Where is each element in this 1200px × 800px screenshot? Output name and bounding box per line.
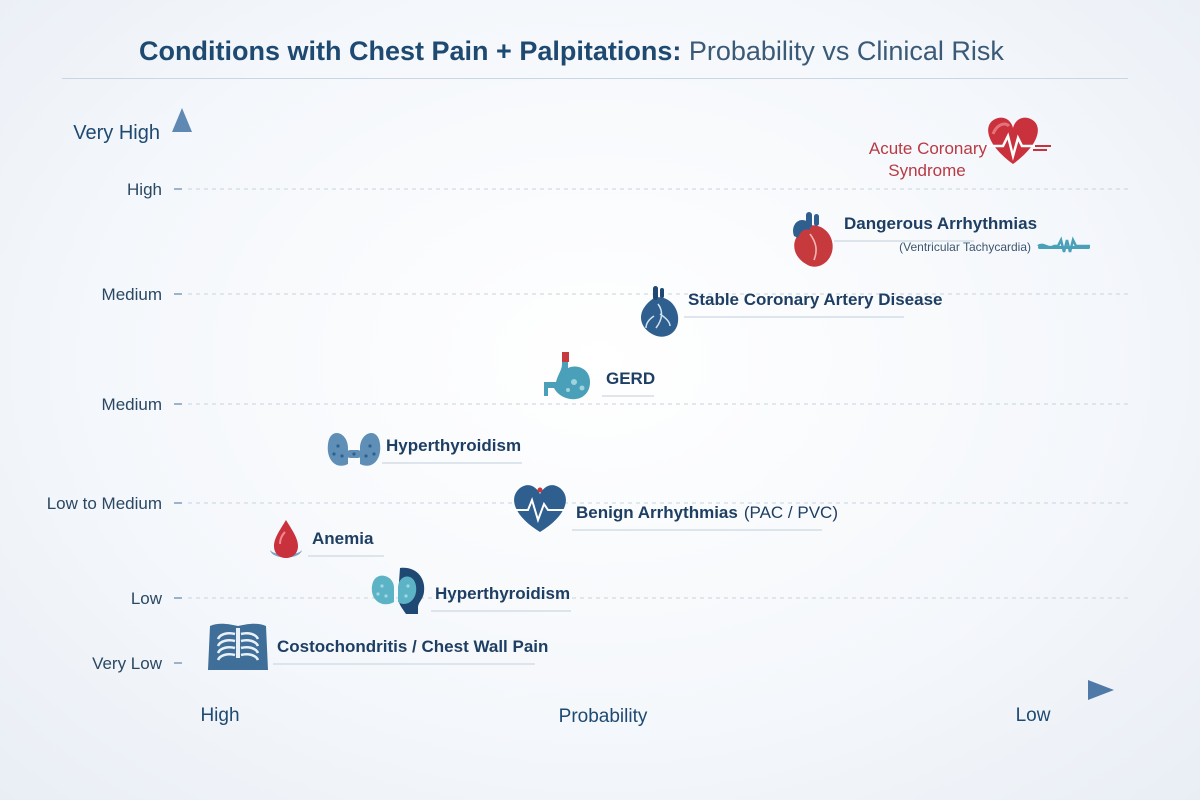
thyroid-texture [376,592,380,596]
esophagus [562,352,569,362]
rib [216,631,236,640]
point-label: Hyperthyroidism [386,436,521,455]
y-axis-arrow-icon [172,108,192,132]
point-label: GERD [606,369,655,388]
y-tick-label: Medium [102,285,162,304]
y-tick-label: Medium [102,395,162,414]
pulse-line [981,132,1045,161]
heart-body [641,297,679,337]
rib [240,631,260,640]
heart-vessel [809,233,817,261]
rib [216,638,236,647]
heart-shape [988,117,1038,164]
data-points: Acute Coronary Syndrome Dangerous Arrhythm… [208,117,1090,670]
thyroid-texture [368,444,372,448]
y-tick-label: Low [131,589,163,608]
y-tick-labels: High Medium Medium Low to Medium Low Very Low… [47,122,163,673]
thyroid-left-lobe [327,432,348,466]
heart-artery [660,288,664,298]
title-divider [62,78,1128,79]
y-tick-label: High [127,180,162,199]
axes: High Low Probability [158,108,1114,727]
stomach-dot [579,385,585,391]
heart-aorta [806,212,812,228]
thyroid-texture [372,452,376,456]
coronary-vessels [645,303,671,329]
blood-drop-icon [270,520,302,558]
thyroid-texture [380,584,384,588]
heart-shine [991,122,1011,135]
heart-node [537,487,543,493]
heart-atrium [793,219,810,238]
point-label-line2: Syndrome [888,161,965,180]
x-axis-arrow-icon [1088,680,1114,700]
point-label: Acute Coronary [869,139,988,158]
point-label: Benign Arrhythmias (PAC / PVC) [576,503,838,522]
sternum [236,628,240,658]
point-sublabel: (Ventricular Tachycardia) [899,240,1031,254]
heart-ecg-icon [510,485,570,532]
heart-body [514,485,566,532]
gridlines [188,188,1130,599]
point-label: Anemia [312,529,374,548]
rib [216,645,236,654]
anatomical-heart-icon [793,212,833,267]
rib [216,652,236,661]
thyroid-texture [364,454,368,458]
stomach-dot [571,379,577,385]
thyroid-texture [332,452,336,456]
heart-vessels-icon [641,286,679,337]
thyroid-texture [404,594,408,598]
heart-pulse-icon [981,117,1051,164]
point-label-paren: (PAC / PVC) [744,503,838,522]
x-tick-label-low: Low [1016,705,1051,726]
thyroid-texture [406,584,410,588]
thyroid-head-icon [371,567,425,614]
thyroid-right-lobe [360,432,381,466]
point-label: Costochondritis / Chest Wall Pain [277,637,548,656]
thyroid-texture [384,594,388,598]
chart-title-light: Probability vs Clinical Risk [688,36,1004,66]
ecg-wave-icon [1037,236,1090,253]
rib [240,652,260,661]
stomach-icon [544,352,590,400]
point-label: Dangerous Arrhythmias [844,214,1037,233]
blood-drop [274,520,298,558]
blood-drop-shine [279,531,286,545]
point-label: Stable Coronary Artery Disease [688,290,942,309]
blood-plate [270,550,302,558]
x-axis-title: Probability [559,706,648,727]
thyroid-texture [340,454,344,458]
x-tick-label-high: High [200,705,239,726]
stomach-body [544,354,590,400]
thyroid-texture [336,444,340,448]
ecg-wave-base [1038,246,1090,249]
y-axis-top-label: Very High [73,122,160,144]
heart-aorta [653,286,658,300]
thyroid-texture [352,452,356,456]
ecg-line [510,496,570,524]
chart-title: Conditions with Chest Pain + Palpitation… [0,36,1143,67]
thyroid-icon [327,432,381,466]
point-label-main: Benign Arrhythmias [576,503,738,522]
chart-title-bold: Conditions with Chest Pain + Palpitation… [139,36,682,66]
rib [240,638,260,647]
point-label: Hyperthyroidism [435,584,570,603]
stomach-dot [566,388,570,392]
heart-artery [814,214,819,226]
y-tick-label: Very Low [92,654,163,673]
heart-body [794,225,833,267]
rib [240,645,260,654]
thyroid-left-lobe [371,575,394,605]
thyroid-right-lobe [398,576,417,605]
ribcage-icon [208,623,268,670]
y-tick-label: Low to Medium [47,494,162,513]
